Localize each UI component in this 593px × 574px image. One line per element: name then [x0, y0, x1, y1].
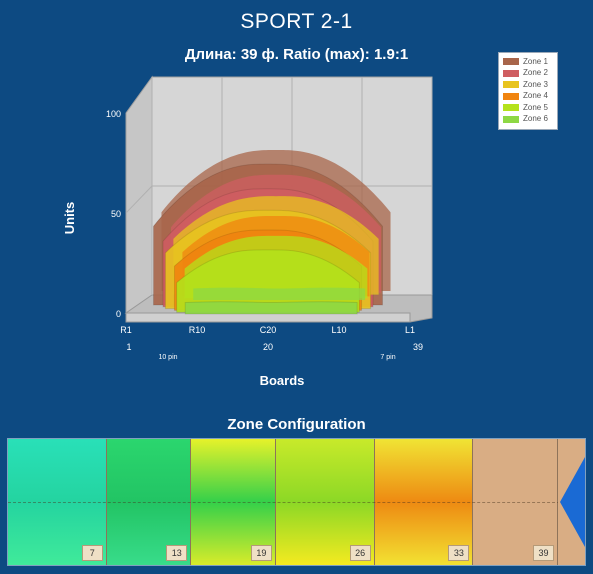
board-number-label: 39 — [413, 342, 423, 352]
legend-entry-zone-6: Zone 6 — [503, 114, 553, 126]
page-title: SPORT 2-1 — [240, 10, 353, 33]
chart-legend: Zone 1 Zone 2 Zone 3 Zone 4 Zone 5 Zone … — [498, 52, 558, 130]
legend-swatch — [503, 92, 519, 100]
x-axis-label: Boards — [260, 373, 305, 388]
x-tick-label: C20 — [260, 325, 277, 335]
legend-entry-zone-2: Zone 2 — [503, 68, 553, 80]
legend-entry-zone-5: Zone 5 — [503, 102, 553, 114]
zone-cell-1[interactable]: 7 — [8, 439, 107, 565]
y-tick-label: 0 — [116, 309, 121, 319]
zone-board-label: 13 — [166, 545, 188, 561]
zone-configuration-bar: 7 13 19 26 33 39 — [7, 438, 586, 566]
zone-configuration-title: Zone Configuration — [227, 416, 366, 433]
legend-swatch — [503, 81, 519, 89]
legend-entry-zone-1: Zone 1 — [503, 56, 553, 68]
arrow-triangle — [560, 457, 585, 547]
oil-pattern-chart: 0 50 100 Units R1 R10 C20 L10 L1 1 20 39 10 pin 7 pin… — [62, 75, 433, 388]
zone-board-label: 39 — [532, 545, 554, 561]
legend-label: Zone 1 — [523, 56, 548, 66]
lane-direction-arrow-icon — [558, 439, 585, 565]
legend-swatch — [503, 115, 519, 123]
zone-cell-2[interactable]: 13 — [106, 439, 192, 565]
zone-board-label: 26 — [349, 545, 371, 561]
zone-cell-4[interactable]: 26 — [275, 439, 375, 565]
legend-label: Zone 4 — [523, 91, 548, 101]
legend-entry-zone-4: Zone 4 — [503, 91, 553, 103]
legend-label: Zone 3 — [523, 79, 548, 89]
chart-gridline-horizontal — [125, 185, 153, 214]
board-number-label: 1 — [126, 342, 131, 352]
pin-label: 10 pin — [158, 354, 177, 361]
y-tick-label: 50 — [111, 209, 121, 219]
page-subtitle: Длина: 39 ф. Ratio (max): 1.9:1 — [184, 46, 409, 63]
legend-label: Zone 5 — [523, 102, 548, 112]
pin-label: 7 pin — [380, 354, 395, 361]
legend-label: Zone 2 — [523, 68, 548, 78]
legend-entry-zone-3: Zone 3 — [503, 79, 553, 91]
legend-swatch — [503, 104, 519, 112]
chart-left-wall — [125, 75, 153, 314]
y-tick-label: 100 — [106, 109, 121, 119]
zone-board-label: 33 — [448, 545, 470, 561]
lane-center-line — [8, 502, 585, 503]
legend-label: Zone 6 — [523, 114, 548, 124]
x-tick-label: L10 — [331, 325, 346, 335]
x-tick-label: R1 — [120, 325, 132, 335]
zone-board-label: 19 — [250, 545, 272, 561]
zone-cell-6[interactable]: 39 — [473, 439, 558, 565]
x-tick-label: R10 — [189, 325, 206, 335]
legend-swatch — [503, 58, 519, 66]
series-band-front — [184, 301, 358, 315]
y-axis-label: Units — [62, 202, 77, 235]
zone-cell-3[interactable]: 19 — [191, 439, 276, 565]
zone-cell-5[interactable]: 33 — [374, 439, 474, 565]
series-band-back — [193, 287, 366, 300]
legend-swatch — [503, 69, 519, 77]
board-number-label: 20 — [263, 342, 273, 352]
zone-board-label: 7 — [81, 545, 103, 561]
x-tick-label: L1 — [405, 325, 415, 335]
